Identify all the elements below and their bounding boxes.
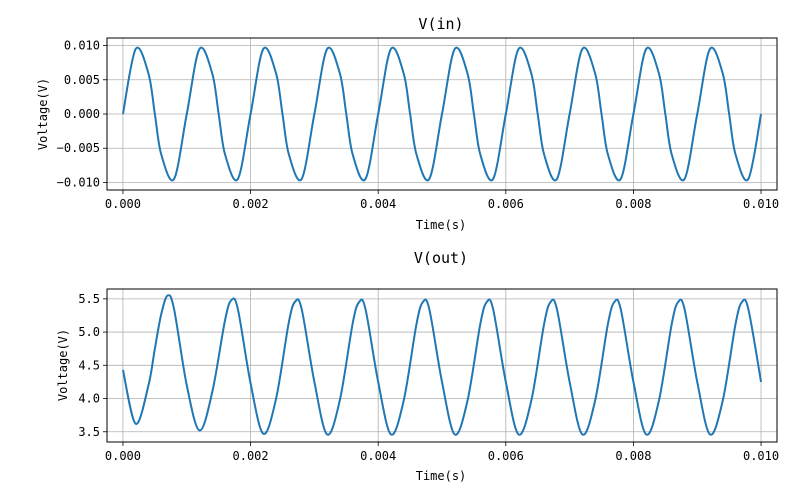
- y-tick-label-vin: 0.000: [64, 107, 100, 121]
- x-tick-label-vout: 0.002: [233, 449, 269, 463]
- y-tick-label-vout: 4.5: [78, 358, 100, 372]
- x-tick-label-vout: 0.006: [488, 449, 524, 463]
- ticks-vin: 0.000 0.002 0.004 0.006 0.008 0.010 −0.010 −0.0…: [57, 39, 779, 211]
- series-layer-vout: [121, 294, 763, 436]
- series-line-vout: [121, 294, 763, 436]
- y-tick-label-vin: 0.005: [64, 73, 100, 87]
- y-tick-label-vout: 5.0: [78, 325, 100, 339]
- y-tick-label-vin: −0.005: [57, 141, 100, 155]
- x-axis-label-vout: Time(s): [416, 469, 467, 483]
- x-tick-label-vout: 0.004: [360, 449, 396, 463]
- y-tick-label-vout: 5.5: [78, 292, 100, 306]
- y-tick-label-vout: 3.5: [78, 425, 100, 439]
- x-tick-label-vin: 0.004: [360, 197, 396, 211]
- x-tick-label-vin: 0.006: [488, 197, 524, 211]
- plot-vout: V(out) 0.000 0.002 0.004 0.006 0.008 0.010 3.5…: [56, 249, 779, 483]
- series-line-vin: [121, 46, 763, 182]
- x-tick-label-vout: 0.000: [105, 449, 141, 463]
- x-tick-label-vout: 0.008: [615, 449, 651, 463]
- x-tick-label-vin: 0.010: [743, 197, 779, 211]
- x-tick-label-vout: 0.010: [743, 449, 779, 463]
- y-axis-label-vin: Voltage(V): [36, 78, 50, 150]
- ticks-vout: 0.000 0.002 0.004 0.006 0.008 0.010 3.5 4.0 4.5 5…: [78, 292, 779, 463]
- chart-title-vin: V(in): [418, 15, 463, 33]
- series-layer-vin: [121, 46, 763, 182]
- y-tick-label-vout: 4.0: [78, 392, 100, 406]
- x-tick-label-vin: 0.000: [105, 197, 141, 211]
- y-tick-label-vin: −0.010: [57, 175, 100, 189]
- chart-title-vout: V(out): [414, 249, 468, 267]
- y-tick-label-vin: 0.010: [64, 39, 100, 53]
- x-tick-label-vin: 0.008: [615, 197, 651, 211]
- plot-vin: V(in) 0.000 0.002 0.004 0.006 0.008 0.010 −0.0…: [36, 15, 779, 232]
- x-axis-label-vin: Time(s): [416, 218, 467, 232]
- x-tick-label-vin: 0.002: [233, 197, 269, 211]
- y-axis-label-vout: Voltage(V): [56, 329, 70, 401]
